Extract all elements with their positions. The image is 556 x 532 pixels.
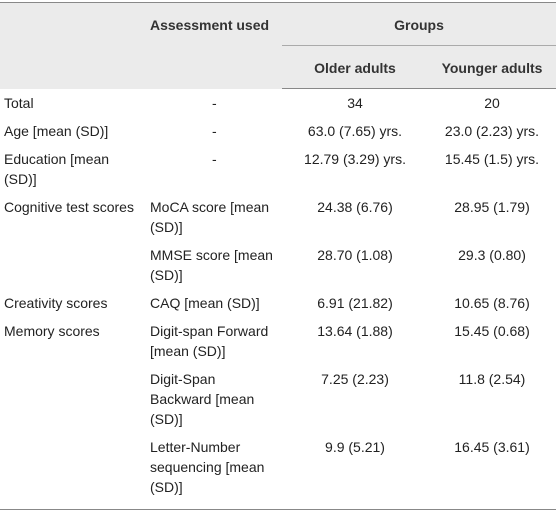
header-cell: Groups xyxy=(282,2,556,46)
younger-cell: 15.45 (0.68) xyxy=(454,323,530,339)
assessment-cell: - xyxy=(212,94,217,111)
older-cell: 7.25 (2.23) xyxy=(321,371,389,387)
row-label: Age [mean (SD)] xyxy=(4,123,109,139)
table-row: Age [mean (SD)] - 63.0 (7.65) yrs. 23.0 (2.… xyxy=(0,117,556,145)
assessment-cell: Digit-span Forward [mean (SD)] xyxy=(150,323,269,359)
older-cell: 9.9 (5.21) xyxy=(325,439,385,455)
younger-cell: 29.3 (0.80) xyxy=(458,247,526,263)
assessment-cell: CAQ [mean (SD)] xyxy=(150,295,260,311)
table-row: Creativity scores CAQ [mean (SD)] 6.91 (21… xyxy=(0,289,556,317)
younger-cell: 20 xyxy=(484,95,500,111)
younger-cell: 28.95 (1.79) xyxy=(454,199,530,215)
older-cell: 63.0 (7.65) yrs. xyxy=(307,123,403,139)
assessment-cell: MMSE score [mean (SD)] xyxy=(150,247,273,283)
header-cell: Assessment used xyxy=(146,2,282,89)
table-row: Total - 34 20 xyxy=(0,89,556,118)
table-row: Letter-Number sequencing [mean (SD)] 9.9 … xyxy=(0,433,556,510)
older-cell: 12.79 (3.29) yrs. xyxy=(304,151,406,167)
table-row: Memory scores Digit-span Forward [mean (S… xyxy=(0,317,556,365)
table-row: Education [mean (SD)] - 12.79 (3.29) yrs. 1… xyxy=(0,145,556,193)
younger-cell: 15.45 (1.5) yrs. xyxy=(444,151,540,167)
older-cell: 13.64 (1.88) xyxy=(317,323,393,339)
row-label: Cognitive test scores xyxy=(4,199,134,215)
younger-cell: 16.45 (3.61) xyxy=(454,439,530,455)
younger-cell: 11.8 (2.54) xyxy=(458,371,526,387)
header-cell: Older adults xyxy=(282,45,428,89)
header-cell: Younger adults xyxy=(428,45,556,89)
assessment-cell: Letter-Number sequencing [mean (SD)] xyxy=(150,439,265,495)
header-row: Older adults Younger adults xyxy=(0,45,556,89)
row-label: Creativity scores xyxy=(4,295,108,311)
older-cell: 6.91 (21.82) xyxy=(317,295,393,311)
assessment-cell: MoCA score [mean (SD)] xyxy=(150,199,270,235)
younger-cell: 23.0 (2.23) yrs. xyxy=(444,123,540,139)
older-cell: 24.38 (6.76) xyxy=(317,199,393,215)
older-cell: 28.70 (1.08) xyxy=(317,247,393,263)
younger-cell: 10.65 (8.76) xyxy=(454,295,530,311)
older-cell: 34 xyxy=(347,95,363,111)
row-label: Education [mean (SD)] xyxy=(4,151,110,187)
row-label: Total xyxy=(4,94,34,111)
table-body: Total - 34 20 Age [mean (SD)] - 63.0 (7.65) yr… xyxy=(0,89,556,510)
table-row: Digit-Span Backward [mean (SD)] 7.25 (2.2… xyxy=(0,365,556,433)
assessment-cell: - xyxy=(212,151,217,167)
table-row: MMSE score [mean (SD)] 28.70 (1.08) 29.3 (… xyxy=(0,241,556,289)
assessment-cell: Digit-Span Backward [mean (SD)] xyxy=(150,371,255,427)
table-row: Cognitive test scores MoCA score [mean (S… xyxy=(0,193,556,241)
row-label: Memory scores xyxy=(4,323,100,339)
assessment-cell: - xyxy=(212,123,217,139)
header-cell xyxy=(0,2,146,89)
table-header: Assessment used Groups Older adults Youn… xyxy=(0,2,556,89)
header-row: Assessment used Groups xyxy=(0,2,556,89)
data-table: Assessment used Groups Older adults Youn… xyxy=(0,2,556,510)
